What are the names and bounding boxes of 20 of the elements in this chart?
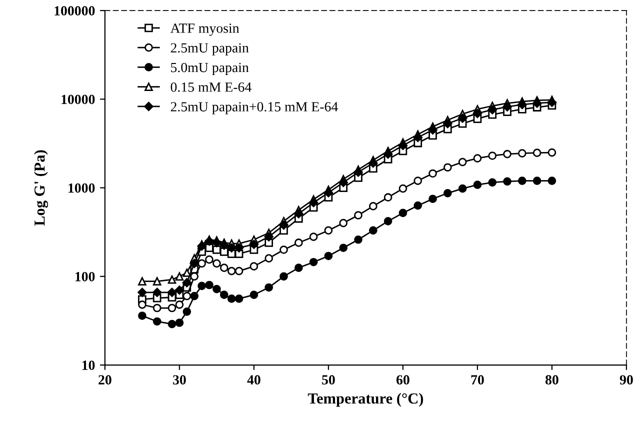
legend-label: 0.15 mM E-64 — [170, 82, 252, 92]
y-tick-label: 100000 — [54, 6, 95, 16]
x-tick-label: 60 — [396, 375, 410, 385]
y-tick-label: 1000 — [68, 183, 95, 193]
legend-label: 5.0mU papain — [171, 62, 249, 76]
x-tick-label: 80 — [545, 375, 558, 385]
legend-label: 2.5mU papain — [170, 43, 249, 56]
legend-label: ATF myosin — [170, 24, 240, 36]
y-tick-label: 10 — [82, 360, 95, 370]
x-tick-label: 90 — [620, 375, 633, 385]
y-axis-title: Log G' (Pa) — [34, 150, 48, 226]
y-tick-label: 10000 — [62, 94, 95, 104]
x-tick-label: 50 — [322, 375, 335, 385]
legend-label: 2.5mU papain+0.15 mM E-64 — [170, 102, 338, 114]
x-tick-label: 20 — [98, 375, 112, 385]
x-axis-title: Temperature (°C) — [308, 392, 424, 407]
x-tick-label: 70 — [471, 375, 484, 385]
x-tick-label: 30 — [173, 375, 186, 385]
y-tick-label: 100 — [76, 272, 95, 282]
x-tick-label: 40 — [247, 375, 260, 385]
